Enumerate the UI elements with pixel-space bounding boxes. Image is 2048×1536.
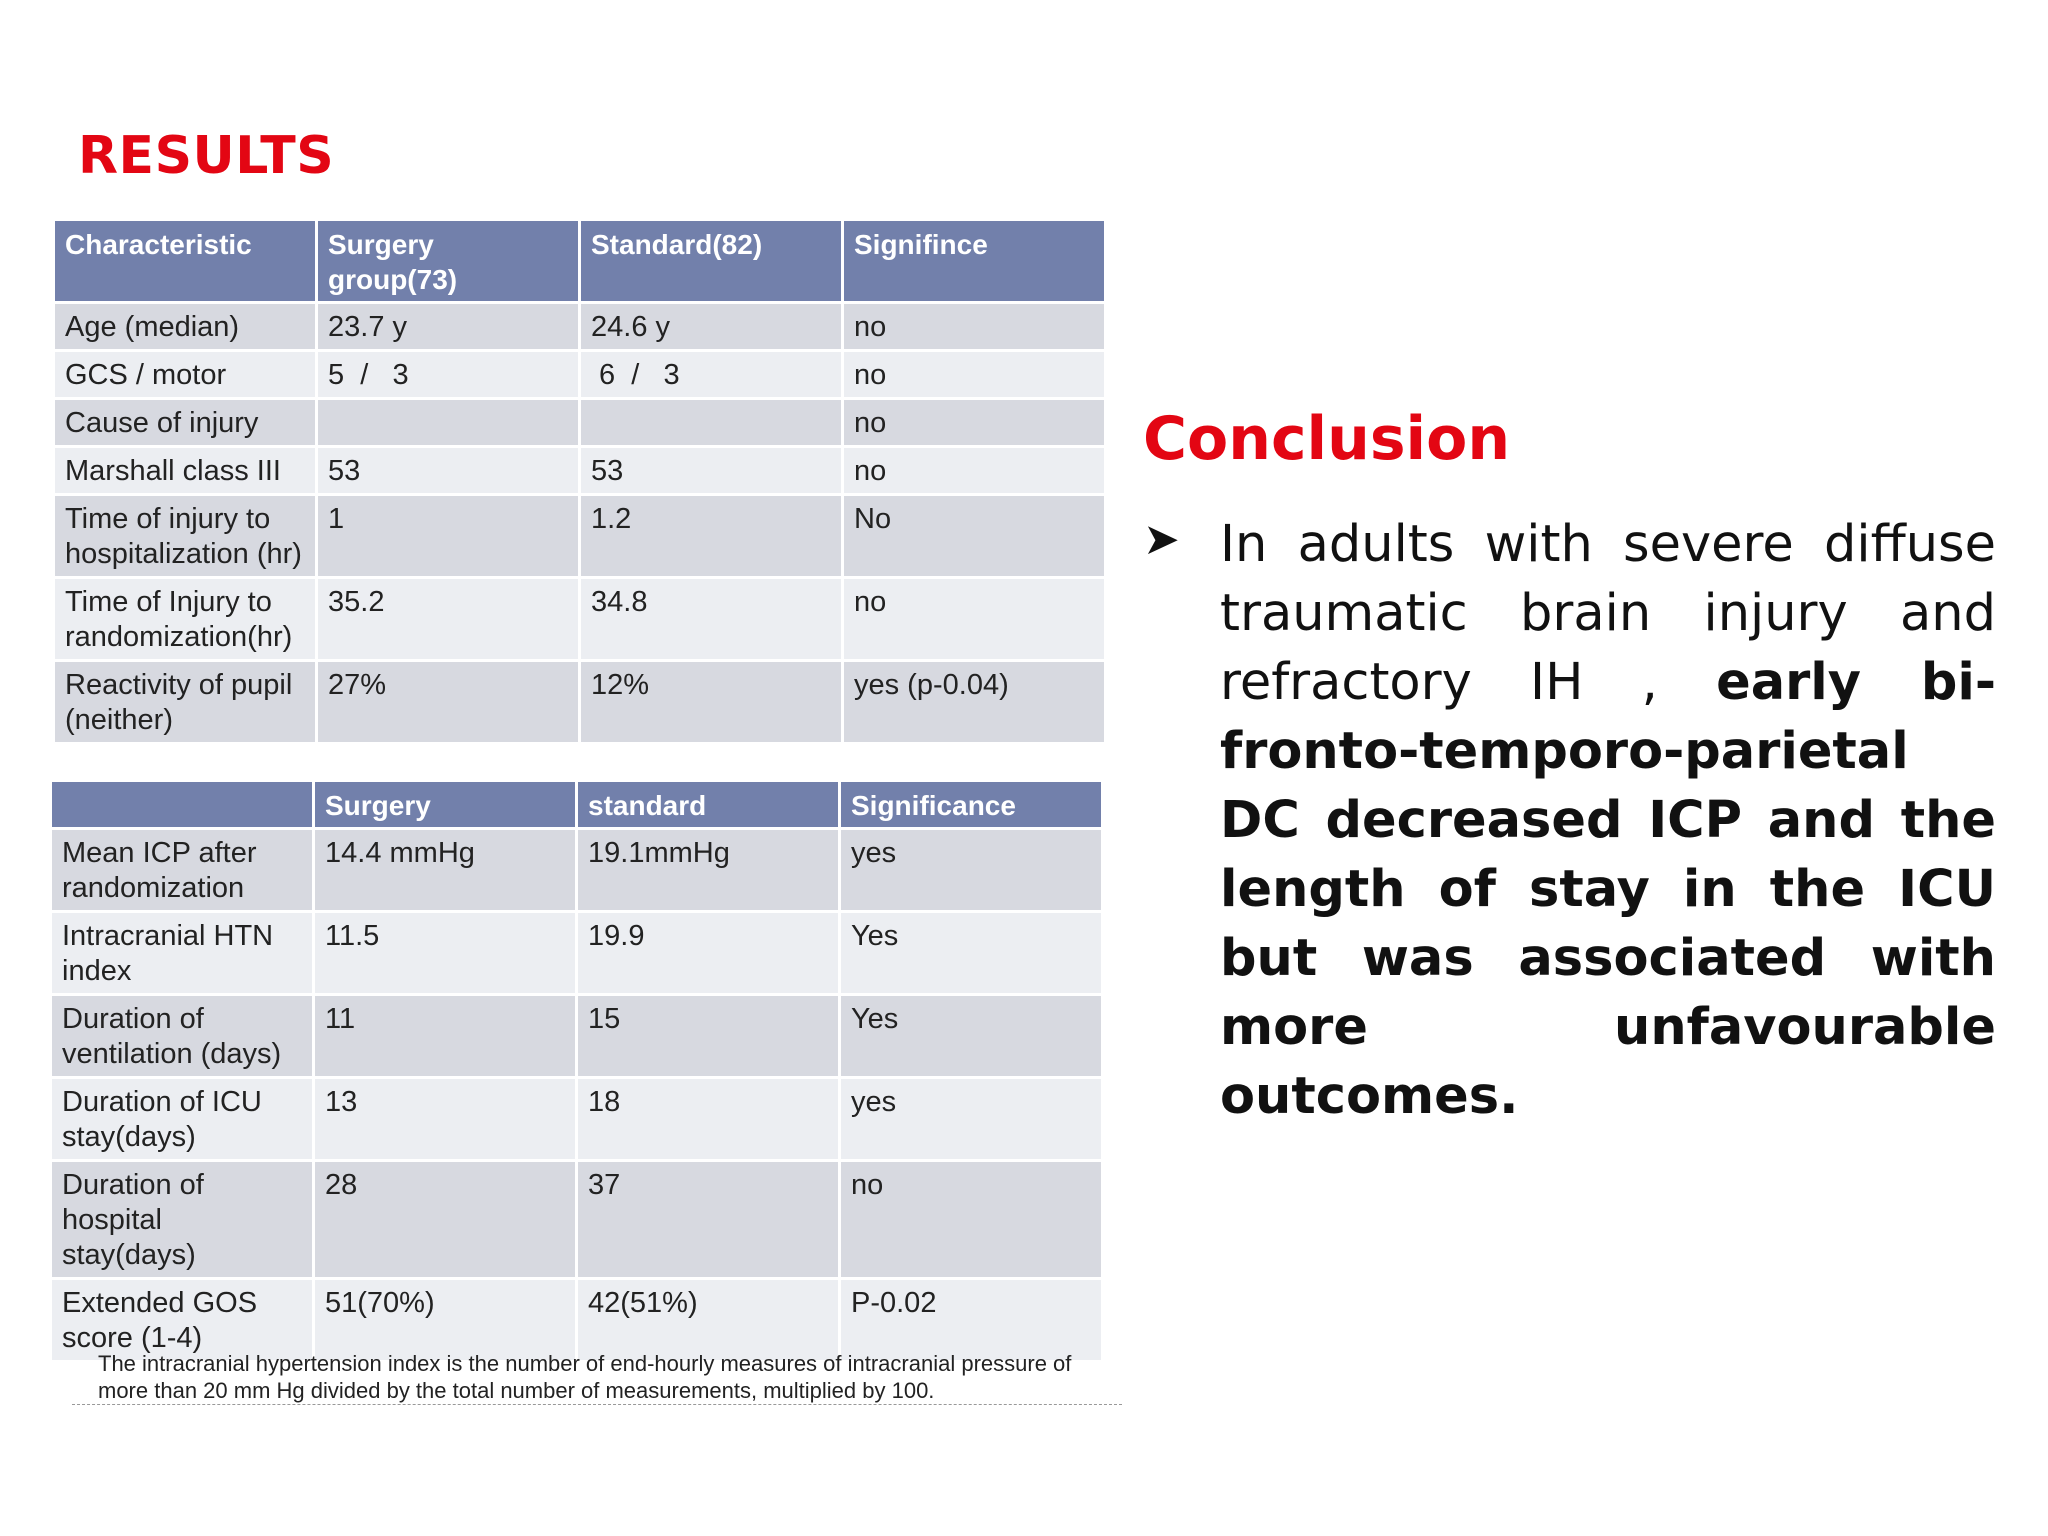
conclusion-title: Conclusion xyxy=(1143,404,1511,474)
table-cell: Intracranial HTN index xyxy=(52,913,312,993)
table-cell: 34.8 xyxy=(581,579,841,659)
table-cell: No xyxy=(844,496,1104,576)
table-header-row: Surgery standard Significance xyxy=(52,782,1101,827)
table-row: Reactivity of pupil (neither) 27% 12% ye… xyxy=(55,662,1104,742)
conclusion-text-normal: In adults with severe diffuse traumatic … xyxy=(1220,515,1996,712)
table-cell: Yes xyxy=(841,996,1101,1076)
table-cell: 51(70%) xyxy=(315,1280,575,1360)
table-row: GCS / motor 5 / 3 6 / 3 no xyxy=(55,352,1104,397)
table-cell: 27% xyxy=(318,662,578,742)
table-row: Extended GOS score (1-4) 51(70%) 42(51%)… xyxy=(52,1280,1101,1360)
table-cell: no xyxy=(844,448,1104,493)
table-row: Cause of injury no xyxy=(55,400,1104,445)
table-row: Time of Injury to randomization(hr) 35.2… xyxy=(55,579,1104,659)
arrow-bullet-icon: ➤ xyxy=(1143,514,1180,565)
table-cell: Extended GOS score (1-4) xyxy=(52,1280,312,1360)
table-cell: 13 xyxy=(315,1079,575,1159)
table-row: Duration of hospital stay(days) 28 37 no xyxy=(52,1162,1101,1277)
table-cell: Yes xyxy=(841,913,1101,993)
table-cell: 23.7 y xyxy=(318,304,578,349)
table-cell: 53 xyxy=(581,448,841,493)
table-cell: no xyxy=(841,1162,1101,1277)
column-header: standard xyxy=(578,782,838,827)
table-row: Duration of ICU stay(days) 13 18 yes xyxy=(52,1079,1101,1159)
table-cell: Time of Injury to randomization(hr) xyxy=(55,579,315,659)
table-cell: 53 xyxy=(318,448,578,493)
table-row: Age (median) 23.7 y 24.6 y no xyxy=(55,304,1104,349)
column-header: Surgery group(73) xyxy=(318,221,578,301)
column-header: Standard(82) xyxy=(581,221,841,301)
column-header: Surgery xyxy=(315,782,575,827)
table-cell: 12% xyxy=(581,662,841,742)
table-cell: Age (median) xyxy=(55,304,315,349)
table-cell: 5 / 3 xyxy=(318,352,578,397)
table-cell: Duration of ventilation (days) xyxy=(52,996,312,1076)
table-row: Intracranial HTN index 11.5 19.9 Yes xyxy=(52,913,1101,993)
column-header xyxy=(52,782,312,827)
table-cell: Mean ICP after randomization xyxy=(52,830,312,910)
column-header: Significance xyxy=(841,782,1101,827)
table-row: Marshall class III 53 53 no xyxy=(55,448,1104,493)
table-cell: GCS / motor xyxy=(55,352,315,397)
table-cell: Duration of ICU stay(days) xyxy=(52,1079,312,1159)
table-cell: 35.2 xyxy=(318,579,578,659)
table-cell: yes xyxy=(841,1079,1101,1159)
table-row: Duration of ventilation (days) 11 15 Yes xyxy=(52,996,1101,1076)
table-cell: Duration of hospital stay(days) xyxy=(52,1162,312,1277)
table-cell: 18 xyxy=(578,1079,838,1159)
table-cell: no xyxy=(844,352,1104,397)
table-cell: Time of injury to hospitalization (hr) xyxy=(55,496,315,576)
table-cell: 1 xyxy=(318,496,578,576)
table-cell: 42(51%) xyxy=(578,1280,838,1360)
table-cell xyxy=(318,400,578,445)
table-cell: 6 / 3 xyxy=(581,352,841,397)
table-cell: Marshall class III xyxy=(55,448,315,493)
table-cell: 11 xyxy=(315,996,575,1076)
column-header: Characteristic xyxy=(55,221,315,301)
column-header: Signifince xyxy=(844,221,1104,301)
conclusion-text: In adults with severe diffuse traumatic … xyxy=(1220,510,1996,1131)
baseline-characteristics-table: Characteristic Surgery group(73) Standar… xyxy=(52,218,1107,745)
table-cell: 19.1mmHg xyxy=(578,830,838,910)
table-cell: 24.6 y xyxy=(581,304,841,349)
table-cell: 14.4 mmHg xyxy=(315,830,575,910)
table-cell: yes xyxy=(841,830,1101,910)
table-cell: no xyxy=(844,400,1104,445)
table-cell: 15 xyxy=(578,996,838,1076)
conclusion-text-bold: early bi-fronto-temporo-parietal DC decr… xyxy=(1220,653,1996,1126)
table-row: Time of injury to hospitalization (hr) 1… xyxy=(55,496,1104,576)
results-title: RESULTS xyxy=(78,126,335,186)
table-cell: 37 xyxy=(578,1162,838,1277)
table-cell xyxy=(581,400,841,445)
table-cell: yes (p-0.04) xyxy=(844,662,1104,742)
table-cell: 19.9 xyxy=(578,913,838,993)
outcomes-table: Surgery standard Significance Mean ICP a… xyxy=(49,779,1104,1363)
table-cell: no xyxy=(844,304,1104,349)
table-cell: Reactivity of pupil (neither) xyxy=(55,662,315,742)
table-row: Mean ICP after randomization 14.4 mmHg 1… xyxy=(52,830,1101,910)
table-cell: 11.5 xyxy=(315,913,575,993)
table-cell: 1.2 xyxy=(581,496,841,576)
table-cell: 28 xyxy=(315,1162,575,1277)
table-cell: Cause of injury xyxy=(55,400,315,445)
table-header-row: Characteristic Surgery group(73) Standar… xyxy=(55,221,1104,301)
table-cell: no xyxy=(844,579,1104,659)
table-cell: P-0.02 xyxy=(841,1280,1101,1360)
table-footnote: The intracranial hypertension index is t… xyxy=(72,1350,1122,1405)
